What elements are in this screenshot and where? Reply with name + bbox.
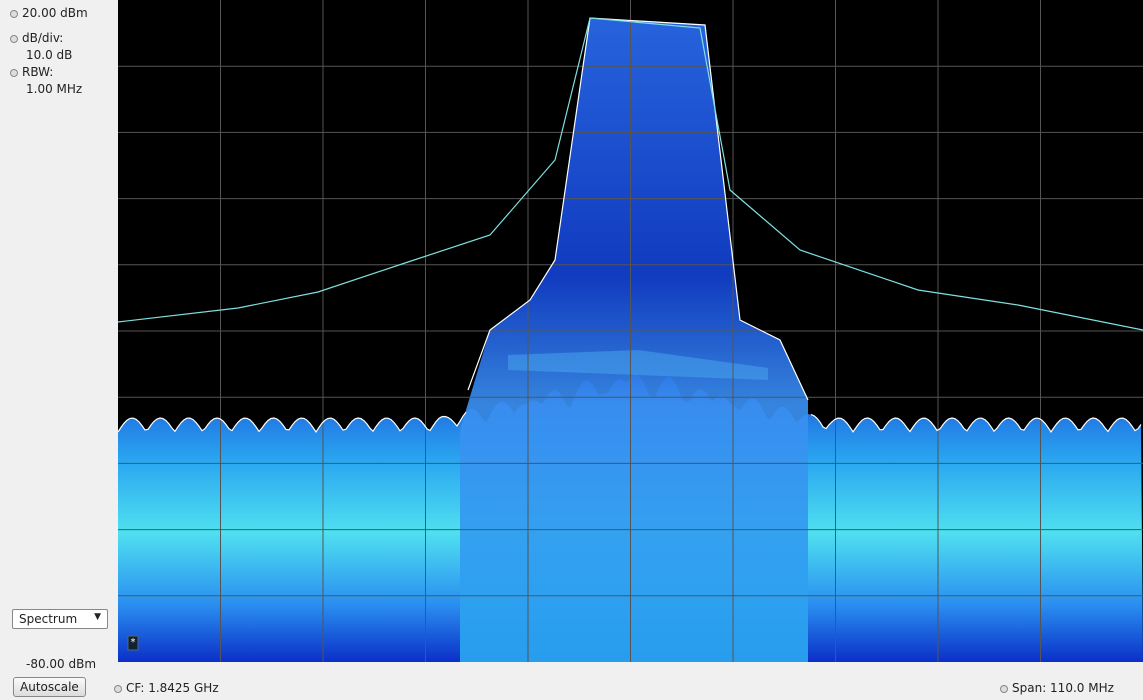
max-hold-trace [118,17,1143,331]
ref-level-row[interactable]: 20.00 dBm [10,6,88,20]
scale-row[interactable]: dB/div: [10,31,63,45]
signal-shoulder [508,350,768,380]
mode-dropdown[interactable]: Spectrum ▼ [12,609,108,629]
mode-text: Spectrum [19,612,78,626]
marker: * [131,637,136,648]
span-row[interactable]: Span: 110.0 MHz [1000,681,1114,695]
cf-row[interactable]: CF: 1.8425 GHz [114,681,219,695]
scale-label: dB/div: [22,31,64,45]
grid [118,0,1143,662]
span: Span: 110.0 MHz [1012,681,1114,695]
center-frequency: CF: 1.8425 GHz [126,681,219,695]
scale-value: 10.0 dB [26,48,73,62]
rbw-value: 1.00 MHz [26,82,83,96]
spectrum-plot: * [118,0,1143,662]
signal-density [460,18,808,662]
rbw-row[interactable]: RBW: [10,65,53,79]
rbw-label: RBW: [22,65,54,79]
bottom-level: -80.00 dBm [26,657,97,671]
ref-level: 20.00 dBm [22,6,88,20]
marker-box[interactable] [127,635,139,651]
autoscale-button[interactable]: Autoscale [13,677,86,697]
